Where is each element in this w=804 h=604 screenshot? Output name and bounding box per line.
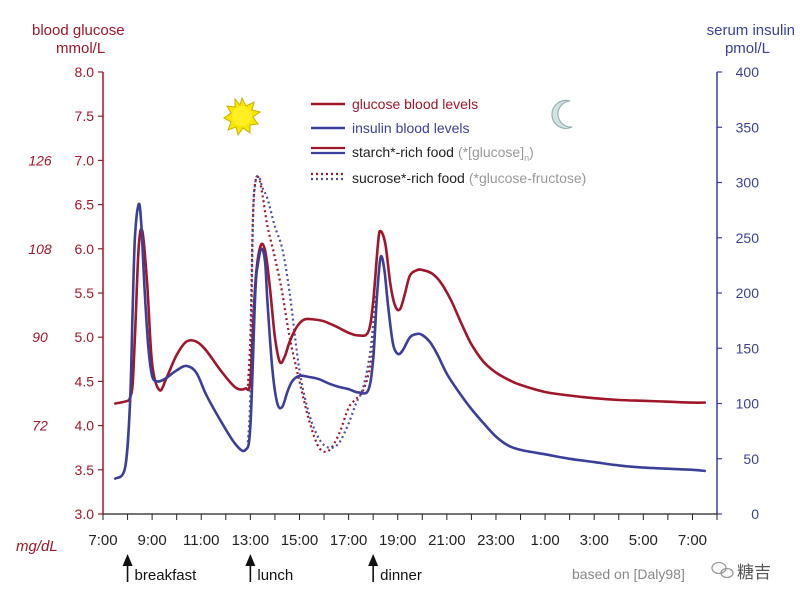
- right-tick-label: 300: [736, 175, 760, 191]
- mgdl-tick-label: 126: [28, 152, 52, 168]
- left-tick-label: 4.0: [75, 418, 95, 434]
- legend-label-starch: starch*-rich food (*[glucose]n): [352, 144, 534, 163]
- left-tick-label: 3.5: [75, 462, 95, 478]
- x-tick-label: 19:00: [379, 532, 417, 549]
- mgdl-labels: 72 90 108 126: [28, 152, 52, 433]
- legend-starch-note: (*[glucose]: [458, 144, 524, 160]
- series-layer: [114, 175, 706, 480]
- legend-label-insulin: insulin blood levels: [352, 120, 470, 136]
- left-tick-label: 8.0: [75, 64, 95, 80]
- x-tick-label: 3:00: [580, 532, 609, 549]
- meal-label: breakfast: [135, 567, 198, 584]
- sun-icon: [223, 96, 262, 137]
- wechat-watermark-icon: [711, 561, 734, 579]
- source-note: based on [Daly98]: [572, 566, 685, 582]
- meal-label: dinner: [380, 567, 422, 584]
- watermark-text: 糖吉: [737, 563, 771, 582]
- x-tick-label: 15:00: [281, 532, 319, 549]
- legend-sucrose-text: sucrose*-rich food: [352, 170, 465, 186]
- right-axis-title-line2: pmol/L: [725, 40, 770, 57]
- right-tick-label: 50: [743, 451, 759, 467]
- x-tick-label: 21:00: [428, 532, 466, 549]
- mgdl-tick-label: 90: [32, 329, 48, 345]
- right-tick-label: 100: [736, 396, 760, 412]
- x-tick-label: 11:00: [183, 532, 219, 549]
- mgdl-unit-label: mg/dL: [16, 538, 58, 555]
- legend: glucose blood levels insulin blood level…: [311, 96, 586, 186]
- x-tick-label: 9:00: [138, 532, 167, 549]
- meal-markers: breakfast lunch dinner: [122, 554, 422, 584]
- meal-arrow-head: [245, 554, 256, 566]
- legend-starch-sub: n: [524, 153, 529, 163]
- mgdl-tick-label: 72: [32, 418, 48, 434]
- right-axis-title-line1: serum insulin: [707, 22, 795, 39]
- series-line-insulin: [114, 202, 706, 480]
- mgdl-tick-label: 108: [28, 241, 52, 257]
- left-tick-label: 7.5: [75, 108, 95, 124]
- right-tick-label: 150: [736, 340, 760, 356]
- legend-starch-note-end: ): [529, 144, 534, 160]
- x-tick-label: 5:00: [629, 532, 658, 549]
- left-tick-label: 7.0: [75, 152, 95, 168]
- x-tick-label: 7:00: [678, 532, 707, 549]
- legend-label-glucose: glucose blood levels: [352, 96, 478, 112]
- left-tick-label: 3.0: [75, 506, 95, 522]
- series-line-glucose: [114, 227, 706, 405]
- right-tick-label: 0: [751, 506, 759, 522]
- left-tick-label: 4.5: [75, 373, 95, 389]
- left-tick-label: 6.5: [75, 197, 95, 213]
- x-tick-label: 1:00: [530, 532, 559, 549]
- meal-arrow-head: [368, 554, 379, 566]
- right-axis-ticks: 0 50 100 150 200 250 300 350 400: [717, 64, 759, 522]
- x-tick-label: 7:00: [88, 532, 117, 549]
- legend-starch-text: starch*-rich food: [352, 144, 454, 160]
- left-tick-label: 6.0: [75, 241, 95, 257]
- legend-label-sucrose: sucrose*-rich food (*glucose-fructose): [352, 170, 586, 186]
- left-tick-label: 5.0: [75, 329, 95, 345]
- right-tick-label: 250: [736, 230, 760, 246]
- legend-sucrose-note: (*glucose-fructose): [469, 170, 587, 186]
- x-tick-label: 13:00: [232, 532, 270, 549]
- right-tick-label: 400: [736, 64, 760, 80]
- moon-icon: [551, 99, 573, 129]
- series-line-sucrose-dotted: [246, 175, 377, 449]
- x-tick-label: 23:00: [477, 532, 515, 549]
- meal-arrow-head: [122, 554, 133, 566]
- right-tick-label: 350: [736, 119, 760, 135]
- x-axis-ticks: 7:00 9:00 11:00 13:00 15:00 17:00 19:00 21:00 23…: [88, 514, 718, 549]
- right-tick-label: 200: [736, 285, 760, 301]
- x-tick-label: 17:00: [330, 532, 368, 549]
- left-axis-ticks: 3.0 3.5 4.0 4.5 5.0 5.5 6.0 6.5 7.0 7.5 8.0: [75, 64, 103, 522]
- left-tick-label: 5.5: [75, 285, 95, 301]
- left-axis-title-line2: mmol/L: [56, 40, 105, 57]
- left-axis-title-line1: blood glucose: [32, 22, 125, 39]
- meal-label: lunch: [257, 567, 293, 584]
